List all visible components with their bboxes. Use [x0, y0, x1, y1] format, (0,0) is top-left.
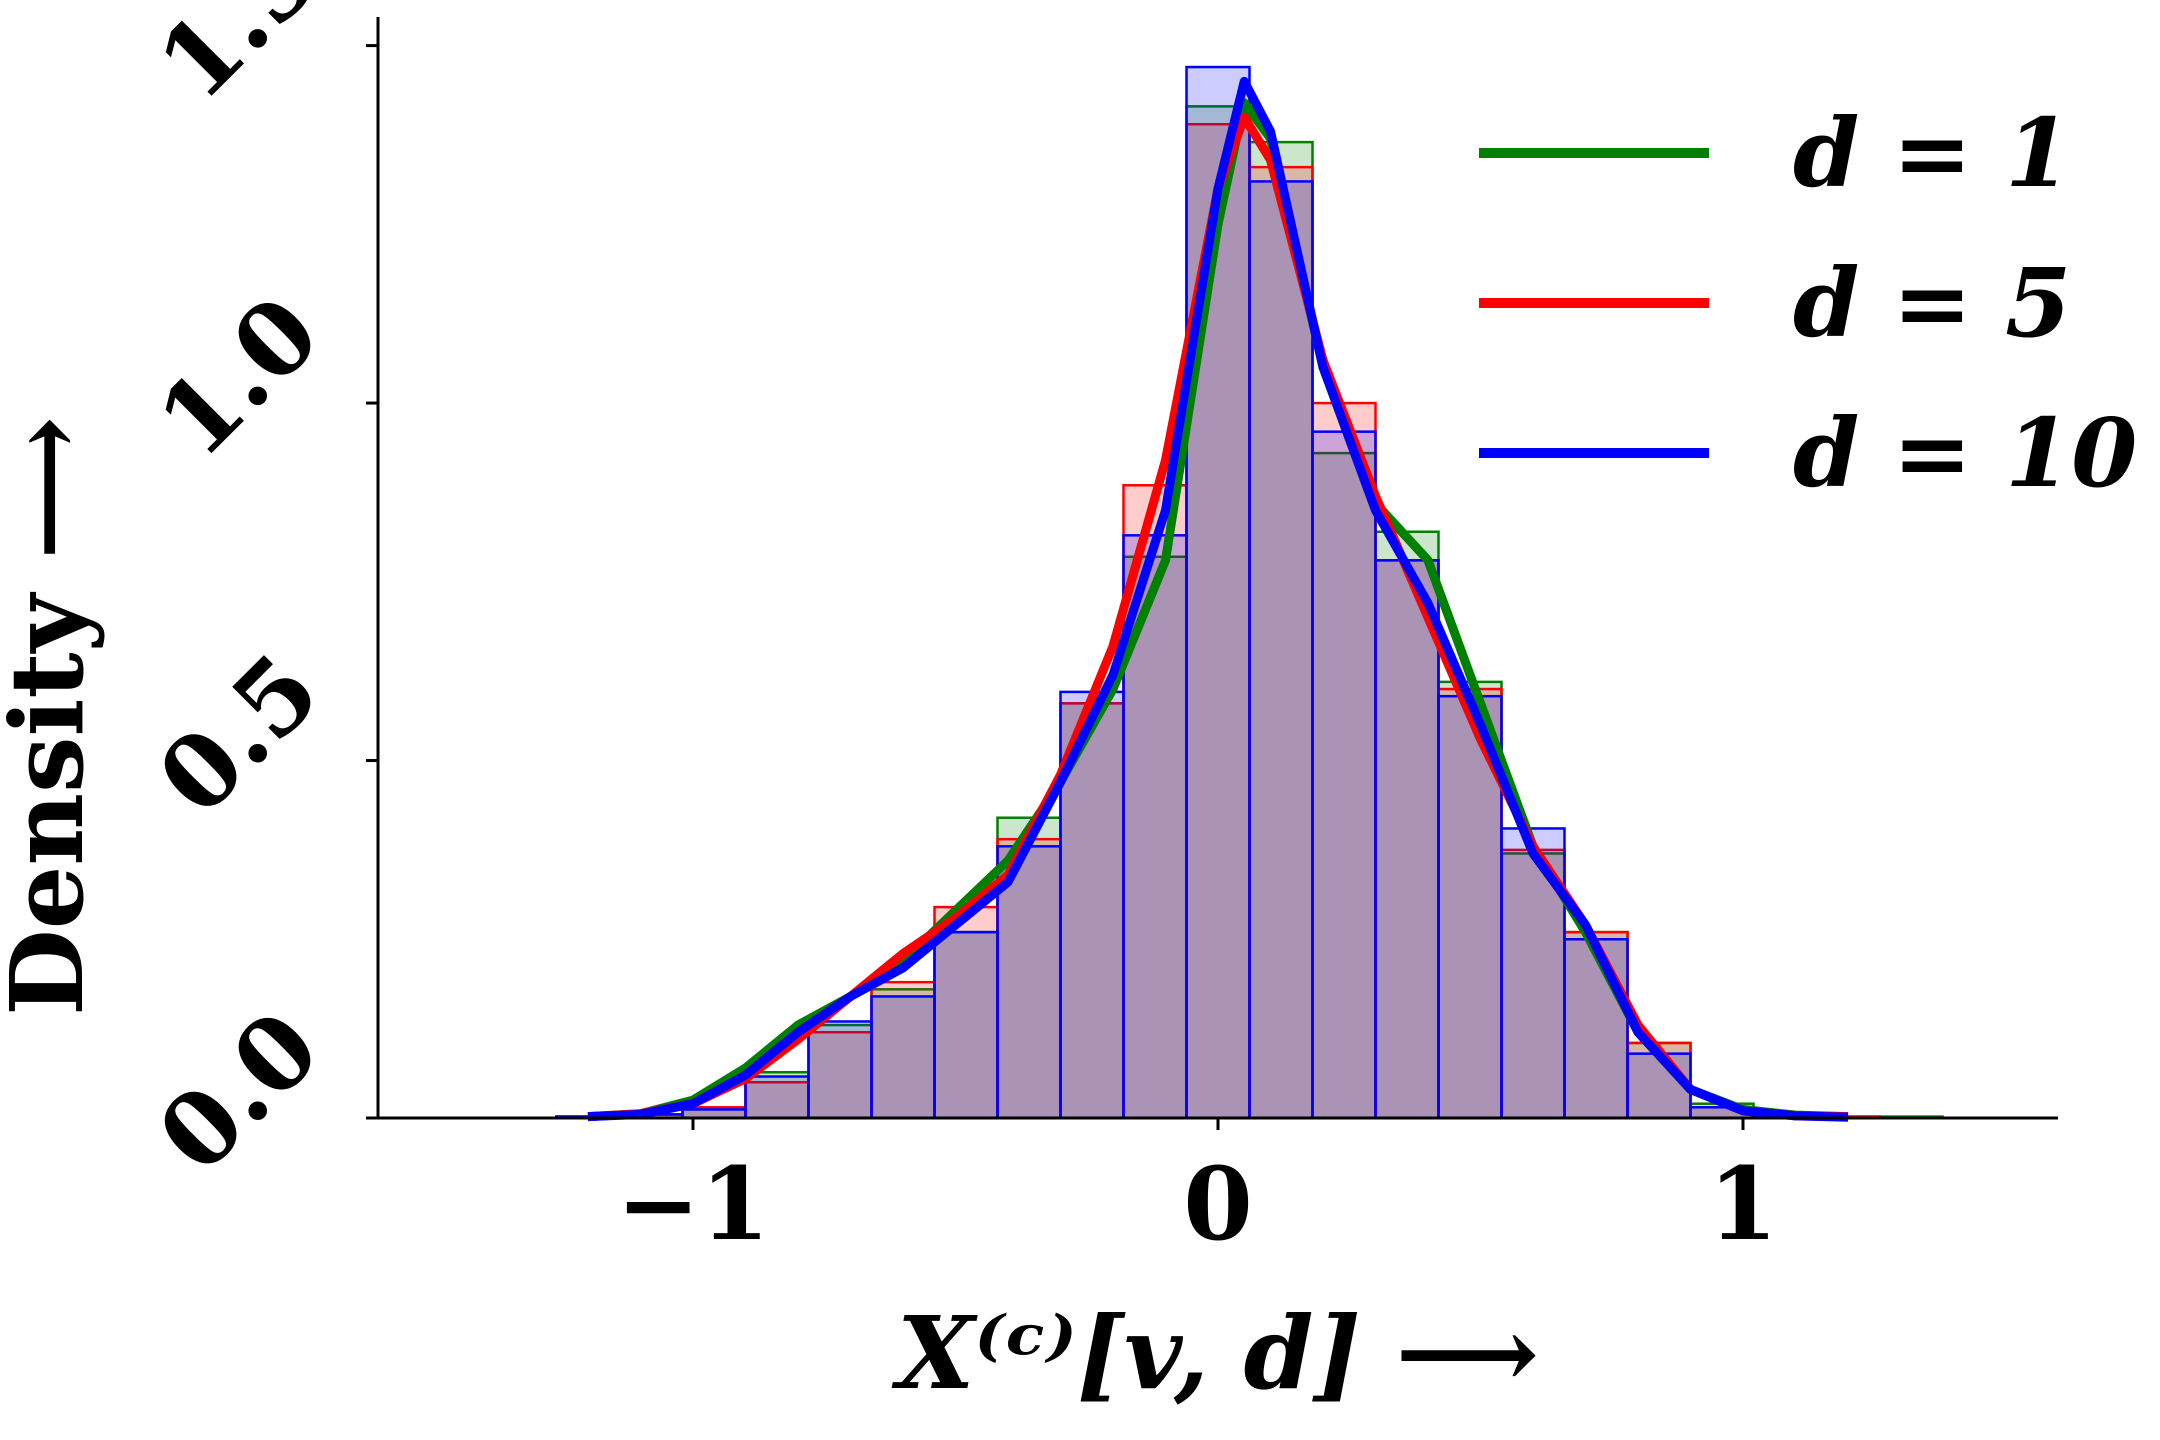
histogram-bar [870, 988, 936, 1120]
legend-label: d = 1 [1793, 98, 2071, 209]
histogram-bar [1248, 165, 1314, 1120]
histogram-bar [1248, 140, 1314, 1120]
histogram-bar [807, 1020, 873, 1120]
x-tick-label: −1 [616, 1145, 769, 1263]
histogram-bar [933, 905, 999, 1120]
kde-line [587, 76, 1849, 1122]
y-tick-label: 0.5 [135, 631, 341, 837]
histogram-bar [1311, 430, 1377, 1120]
histogram-bar [1374, 559, 1440, 1120]
histogram-bar [1626, 1052, 1692, 1120]
histogram-bar [1374, 559, 1440, 1120]
legend-label: d = 5 [1793, 248, 2071, 359]
y-tick-label: 0.0 [135, 988, 341, 1194]
histogram-bar [1122, 555, 1188, 1120]
histogram-bar [1248, 180, 1314, 1120]
y-axis-label: Density ⟶ [0, 416, 106, 1016]
x-tick-label: 1 [1708, 1145, 1778, 1263]
histogram-bar [1563, 938, 1629, 1120]
histogram-bar [996, 816, 1062, 1120]
histogram-bar [933, 930, 999, 1120]
histogram-bar [1311, 401, 1377, 1120]
histogram-bar [744, 1081, 810, 1120]
x-tick-label: 0 [1183, 1145, 1253, 1263]
y-tick-label: 1.0 [135, 273, 341, 479]
legend-label: d = 10 [1793, 398, 2137, 509]
histogram-bar [744, 1075, 810, 1120]
histogram-bar [870, 995, 936, 1120]
y-tick-label: 1.5 [135, 0, 341, 122]
x-axis-label: X⁽ᶜ⁾[v, d] ⟶ [891, 1294, 1539, 1412]
